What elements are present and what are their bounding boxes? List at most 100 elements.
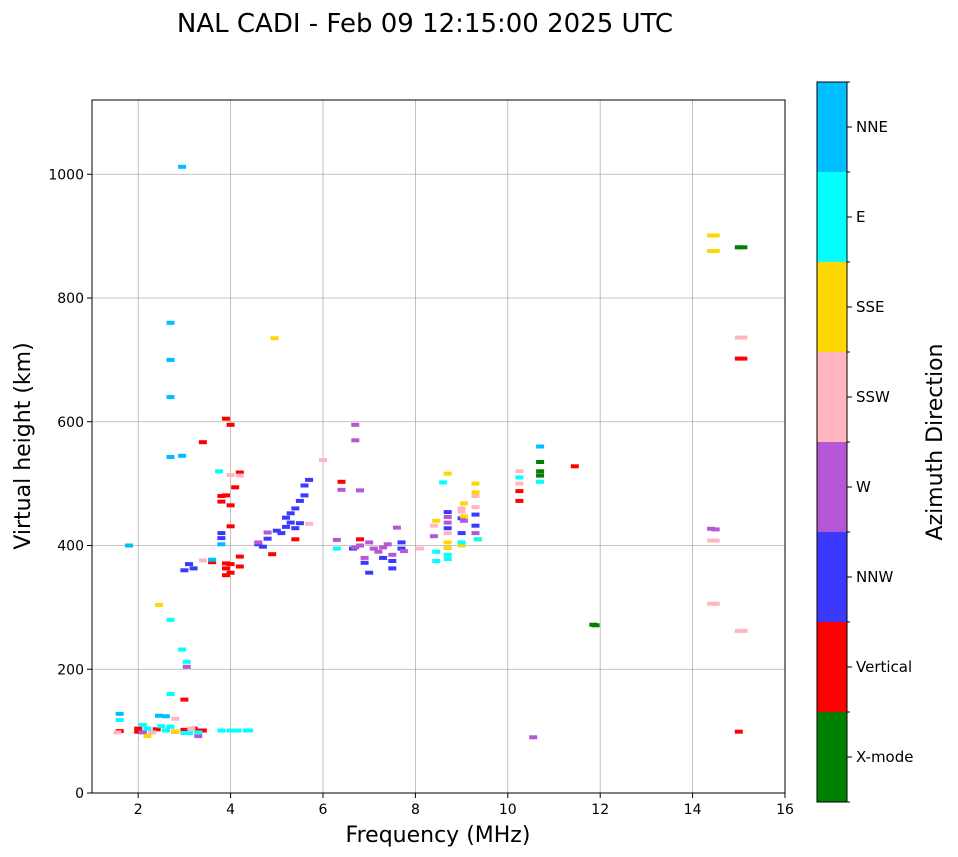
data-point-vertical bbox=[231, 485, 240, 490]
data-point-x-mode bbox=[591, 623, 600, 628]
data-point-vertical bbox=[222, 561, 230, 566]
data-point-vertical bbox=[734, 356, 743, 361]
data-point-vertical bbox=[198, 728, 207, 733]
data-point-nnw bbox=[277, 531, 286, 536]
x-tick-label: 8 bbox=[411, 802, 420, 818]
data-point-ssw bbox=[739, 335, 748, 340]
x-tick-label: 2 bbox=[134, 802, 143, 818]
data-point-sse bbox=[471, 490, 480, 495]
data-point-sse bbox=[443, 546, 452, 550]
data-point-sse bbox=[707, 249, 716, 253]
chart-title: NAL CADI - Feb 09 12:15:00 2025 UTC bbox=[177, 9, 673, 39]
data-point-vertical bbox=[208, 560, 217, 565]
data-point-nnw bbox=[286, 511, 295, 516]
data-point-nnw bbox=[471, 512, 480, 517]
data-point-w bbox=[383, 542, 392, 547]
colorbar-tick-label: W bbox=[856, 478, 871, 496]
data-point-w bbox=[443, 520, 452, 525]
data-point-vertical bbox=[226, 503, 235, 508]
data-point-ssw bbox=[443, 531, 452, 536]
data-point-nnw bbox=[258, 544, 267, 549]
data-point-sse bbox=[711, 249, 720, 253]
data-point-x-mode bbox=[739, 245, 748, 250]
data-point-vertical bbox=[180, 727, 189, 732]
data-point-w bbox=[369, 546, 378, 551]
data-point-w bbox=[337, 487, 346, 492]
data-point-nnw bbox=[291, 506, 300, 511]
data-point-e bbox=[457, 540, 466, 545]
data-point-nnw bbox=[295, 498, 304, 503]
data-point-e bbox=[215, 469, 224, 474]
data-point-ssw bbox=[707, 538, 716, 543]
colorbar-tick-label: SSW bbox=[856, 388, 890, 406]
data-point-e bbox=[166, 724, 175, 729]
colorbar-segment bbox=[817, 622, 847, 712]
data-point-ssw bbox=[711, 601, 720, 606]
data-point-e bbox=[432, 559, 441, 563]
data-point-vertical bbox=[235, 564, 244, 569]
data-point-e bbox=[217, 728, 226, 733]
y-tick-label: 1000 bbox=[48, 167, 84, 183]
data-point-nnw bbox=[300, 483, 309, 488]
data-point-e bbox=[515, 475, 524, 480]
data-point-x-mode bbox=[734, 245, 743, 250]
data-point-e bbox=[180, 731, 189, 735]
data-point-sse bbox=[711, 233, 720, 238]
y-axis-label: Virtual height (km) bbox=[11, 342, 36, 549]
data-point-sse bbox=[443, 540, 452, 545]
data-point-ssw bbox=[457, 509, 466, 514]
data-point-vertical bbox=[134, 726, 143, 731]
data-point-nnw bbox=[443, 510, 452, 515]
data-point-sse bbox=[155, 602, 163, 607]
data-point-vertical bbox=[198, 440, 207, 445]
colorbar-tick-label: SSE bbox=[856, 298, 885, 316]
data-point-nnw bbox=[397, 540, 406, 545]
data-point-nnw bbox=[397, 546, 406, 551]
data-point-w bbox=[388, 552, 397, 557]
data-point-vertical bbox=[515, 489, 524, 494]
data-point-e bbox=[194, 730, 203, 735]
data-point-ssw bbox=[416, 546, 424, 551]
colorbar-tick-label: E bbox=[856, 208, 865, 226]
x-axis-ticks: 2 4 6 8 10 12 14 16 bbox=[134, 793, 794, 818]
data-point-ssw bbox=[739, 628, 748, 633]
data-point-sse bbox=[432, 518, 441, 523]
data-point-nnw bbox=[272, 528, 281, 533]
data-point-sse bbox=[707, 233, 716, 238]
data-point-e bbox=[178, 647, 187, 652]
data-point-e bbox=[166, 692, 175, 696]
y-tick-label: 400 bbox=[57, 539, 84, 555]
data-point-sse bbox=[457, 543, 466, 548]
data-point-e bbox=[443, 557, 452, 562]
data-point-e bbox=[226, 728, 235, 733]
data-point-nnw bbox=[388, 566, 397, 571]
colorbar-segment bbox=[817, 82, 847, 172]
x-tick-label: 14 bbox=[684, 802, 702, 818]
data-point-vertical bbox=[356, 537, 364, 542]
colorbar-label: Azimuth Direction bbox=[923, 343, 948, 540]
data-point-ssw bbox=[457, 506, 466, 511]
colorbar-segment bbox=[817, 532, 847, 622]
data-point-vertical bbox=[226, 570, 235, 575]
data-point-w bbox=[332, 537, 341, 542]
colorbar: X-mode Vertical NNW W SSW SSE E NNE bbox=[817, 81, 913, 803]
data-point-nne bbox=[125, 543, 133, 548]
data-point-nnw bbox=[217, 536, 226, 541]
colorbar-segment bbox=[817, 712, 847, 802]
data-point-ssw bbox=[429, 523, 438, 528]
data-point-ssw bbox=[711, 538, 720, 543]
data-point-vertical bbox=[515, 498, 524, 503]
data-point-w bbox=[138, 730, 147, 735]
data-point-nnw bbox=[443, 526, 452, 531]
data-point-nnw bbox=[217, 531, 226, 536]
data-point-nnw bbox=[388, 559, 397, 563]
colorbar-segment bbox=[817, 442, 847, 532]
data-point-e bbox=[157, 724, 166, 729]
data-point-x-mode bbox=[536, 460, 545, 464]
data-point-nnw bbox=[300, 493, 309, 498]
colorbar-segment bbox=[817, 172, 847, 262]
data-point-w bbox=[351, 545, 360, 550]
data-point-w bbox=[443, 515, 452, 519]
data-point-nnw bbox=[263, 536, 272, 541]
